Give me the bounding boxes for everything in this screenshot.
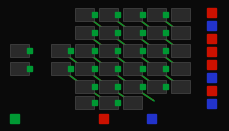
FancyBboxPatch shape bbox=[146, 26, 165, 39]
Bar bbox=[91, 84, 96, 89]
Bar bbox=[163, 12, 168, 17]
Bar bbox=[206, 34, 215, 43]
FancyBboxPatch shape bbox=[10, 44, 29, 57]
FancyBboxPatch shape bbox=[123, 8, 141, 21]
Bar bbox=[115, 66, 120, 71]
FancyBboxPatch shape bbox=[75, 26, 94, 39]
FancyBboxPatch shape bbox=[146, 62, 165, 75]
Bar bbox=[91, 48, 96, 53]
Bar bbox=[163, 48, 168, 53]
Bar bbox=[206, 86, 215, 95]
Bar bbox=[115, 30, 120, 35]
Bar bbox=[139, 30, 144, 35]
FancyBboxPatch shape bbox=[123, 44, 141, 57]
FancyBboxPatch shape bbox=[75, 44, 94, 57]
Bar bbox=[139, 66, 144, 71]
Bar bbox=[115, 12, 120, 17]
FancyBboxPatch shape bbox=[10, 62, 29, 75]
FancyBboxPatch shape bbox=[75, 96, 94, 109]
FancyBboxPatch shape bbox=[98, 8, 117, 21]
Bar bbox=[206, 47, 215, 56]
Bar bbox=[163, 84, 168, 89]
FancyBboxPatch shape bbox=[98, 62, 117, 75]
Bar bbox=[139, 48, 144, 53]
FancyBboxPatch shape bbox=[123, 96, 141, 109]
FancyBboxPatch shape bbox=[170, 44, 189, 57]
Bar bbox=[206, 99, 215, 108]
Bar bbox=[91, 100, 96, 105]
Bar bbox=[91, 30, 96, 35]
Bar bbox=[206, 60, 215, 69]
FancyBboxPatch shape bbox=[123, 62, 141, 75]
Bar bbox=[163, 30, 168, 35]
Bar bbox=[98, 114, 108, 123]
FancyBboxPatch shape bbox=[51, 44, 70, 57]
Bar bbox=[26, 66, 31, 71]
Bar bbox=[163, 66, 168, 71]
FancyBboxPatch shape bbox=[123, 80, 141, 93]
FancyBboxPatch shape bbox=[146, 8, 165, 21]
Bar bbox=[67, 66, 72, 71]
Bar bbox=[26, 48, 31, 53]
FancyBboxPatch shape bbox=[75, 8, 94, 21]
FancyBboxPatch shape bbox=[98, 80, 117, 93]
FancyBboxPatch shape bbox=[75, 80, 94, 93]
FancyBboxPatch shape bbox=[170, 80, 189, 93]
FancyBboxPatch shape bbox=[170, 8, 189, 21]
FancyBboxPatch shape bbox=[51, 62, 70, 75]
Bar bbox=[206, 8, 215, 17]
Bar bbox=[115, 100, 120, 105]
Bar bbox=[10, 114, 19, 123]
FancyBboxPatch shape bbox=[75, 62, 94, 75]
Bar bbox=[115, 84, 120, 89]
FancyBboxPatch shape bbox=[146, 80, 165, 93]
Bar bbox=[206, 21, 215, 30]
Bar bbox=[139, 84, 144, 89]
Bar bbox=[115, 48, 120, 53]
Bar bbox=[91, 66, 96, 71]
Bar bbox=[139, 12, 144, 17]
FancyBboxPatch shape bbox=[98, 26, 117, 39]
Bar bbox=[91, 12, 96, 17]
FancyBboxPatch shape bbox=[98, 96, 117, 109]
FancyBboxPatch shape bbox=[98, 44, 117, 57]
Bar bbox=[146, 114, 155, 123]
Bar bbox=[206, 73, 215, 82]
FancyBboxPatch shape bbox=[146, 44, 165, 57]
FancyBboxPatch shape bbox=[170, 26, 189, 39]
FancyBboxPatch shape bbox=[170, 62, 189, 75]
Bar bbox=[67, 48, 72, 53]
FancyBboxPatch shape bbox=[123, 26, 141, 39]
